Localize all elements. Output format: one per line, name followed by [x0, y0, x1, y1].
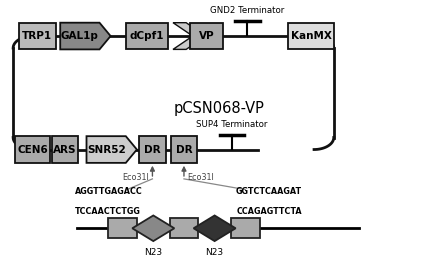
Text: ARS: ARS	[53, 144, 77, 155]
Text: GND2 Terminator: GND2 Terminator	[210, 6, 285, 15]
Bar	[139, 136, 166, 163]
Polygon shape	[194, 215, 236, 241]
Text: Eco31I: Eco31I	[187, 173, 214, 182]
Text: KanMX: KanMX	[290, 31, 332, 41]
Polygon shape	[87, 136, 137, 163]
Bar	[231, 218, 259, 238]
Bar	[52, 136, 78, 163]
Text: Eco31I: Eco31I	[122, 173, 149, 182]
Text: CEN6: CEN6	[18, 144, 48, 155]
Text: pCSN068-VP: pCSN068-VP	[173, 101, 265, 116]
Text: VP: VP	[199, 31, 215, 41]
Text: N23: N23	[205, 248, 224, 257]
Bar	[126, 23, 168, 49]
Text: GAL1p: GAL1p	[61, 31, 99, 41]
Bar	[15, 136, 50, 163]
Bar	[109, 218, 137, 238]
Polygon shape	[132, 215, 174, 241]
Text: TRP1: TRP1	[22, 31, 52, 41]
Text: N23: N23	[144, 248, 162, 257]
Text: DR: DR	[176, 144, 192, 155]
Bar	[288, 23, 334, 49]
Text: DR: DR	[144, 144, 161, 155]
Polygon shape	[173, 23, 206, 49]
Text: GGTCTCAAGAT: GGTCTCAAGAT	[236, 187, 302, 196]
Text: AGGTTGAGACC: AGGTTGAGACC	[74, 187, 142, 196]
Text: TCCAACTCTGG: TCCAACTCTGG	[74, 207, 140, 216]
Text: SNR52: SNR52	[87, 144, 126, 155]
Bar	[18, 23, 56, 49]
Bar	[171, 136, 197, 163]
Text: dCpf1: dCpf1	[130, 31, 164, 41]
Bar	[170, 218, 198, 238]
Text: SUP4 Terminator: SUP4 Terminator	[197, 120, 268, 129]
Text: CCAGAGTTCTA: CCAGAGTTCTA	[237, 207, 302, 216]
Polygon shape	[60, 23, 110, 49]
Bar	[190, 23, 223, 49]
